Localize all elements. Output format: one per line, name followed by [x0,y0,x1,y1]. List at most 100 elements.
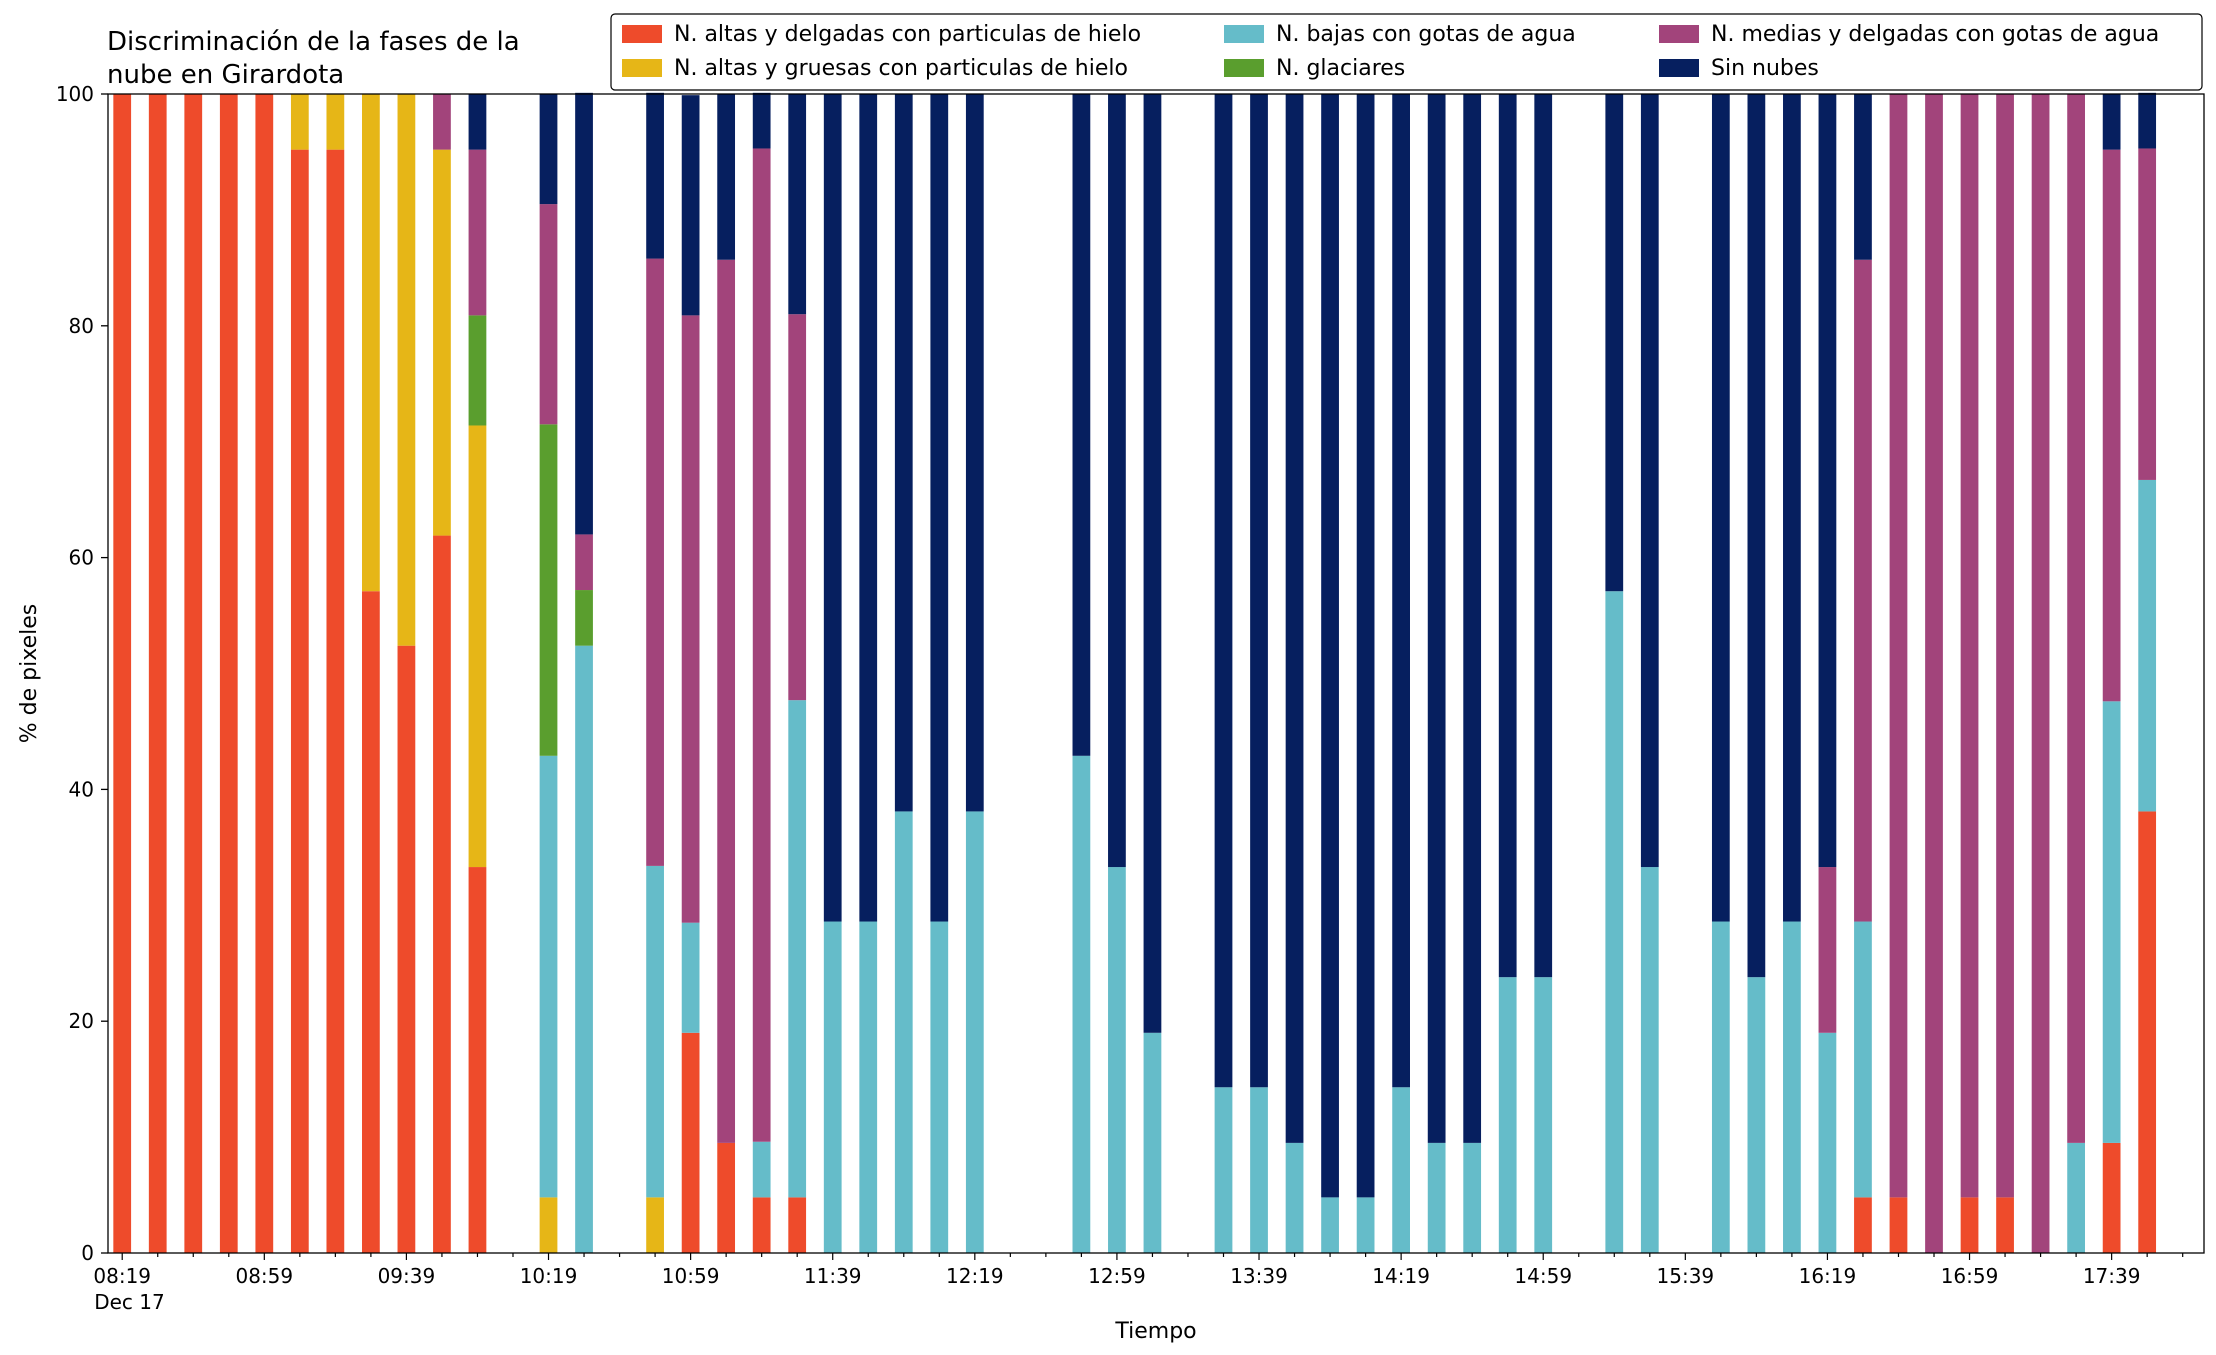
bar-segment-medias-1719 [2031,94,2050,1253]
bar-segment-altas_delgadas-1659 [1960,1197,1979,1253]
bar-segment-bajas-1429 [1427,1142,1446,1253]
bar-segment-bajas-1149 [859,921,878,1253]
y-tick-label: 80 [69,314,94,338]
bar-segment-sin_nubes-1609 [1783,94,1801,922]
x-tick-label: 08:19 [93,1264,151,1288]
bar-segment-bajas-1459 [1534,977,1553,1253]
bar-segment-bajas-1449 [1498,977,1517,1253]
bar-segment-medias-1049 [646,258,664,866]
x-tick-label: 11:39 [804,1264,862,1288]
bar-segment-sin_nubes-1149 [859,94,878,922]
bar-segment-bajas-1129 [788,700,807,1198]
bar-segment-sin_nubes-1409 [1356,94,1375,1198]
bar-segment-sin_nubes-1529 [1640,94,1659,868]
bar-segment-bajas-1029 [575,645,593,1253]
bar-segment-bajas-1439 [1463,1142,1482,1253]
bar-segment-medias-1749 [2138,148,2157,480]
bar-segment-bajas-1739 [2102,701,2121,1143]
bar-segment-bajas-1619 [1818,1032,1837,1253]
bar-segment-bajas-1749 [2138,479,2157,812]
bar-segment-altas_delgadas-0839 [184,94,203,1253]
bar-segment-sin_nubes-1029 [575,92,593,535]
x-tick-label: 09:39 [378,1264,436,1288]
bar-segment-sin_nubes-1749 [2138,92,2157,149]
bar-segment-bajas-1059 [681,922,700,1033]
legend-swatch [1659,25,1699,43]
bar-segment-sin_nubes-1139 [823,94,842,922]
x-tick-label: 10:19 [520,1264,578,1288]
bar-segment-bajas-1159 [894,811,913,1253]
bar-segment-altas_delgadas-0829 [148,94,167,1253]
bar-segment-bajas-1329 [1214,1087,1233,1253]
x-tick-label: 12:59 [1088,1264,1146,1288]
bar-segment-sin_nubes-1549 [1711,94,1730,922]
bar-segment-bajas-1119 [752,1141,771,1198]
bar-segment-sin_nubes-1619 [1818,94,1837,868]
bar-segment-glaciares-1019 [539,424,558,756]
bar-segment-medias-1709 [1996,94,2014,1198]
y-axis: 0 20 40 60 80 100 [56,82,108,1265]
bar-segment-sin_nubes-1629 [1854,94,1872,260]
bar-segment-bajas-1139 [823,921,842,1253]
bar-segment-bajas-1409 [1356,1197,1375,1253]
bar-segment-bajas-1729 [2067,1142,2085,1253]
bar-segment-altas_delgadas-1709 [1996,1197,2014,1253]
bar-segment-bajas-1559 [1747,977,1766,1253]
bar-segment-sin_nubes-1349 [1285,94,1304,1143]
bar-segment-altas_delgadas-0819 [113,94,132,1253]
bar-segment-medias-1649 [1925,94,1943,1253]
bar-segment-bajas-1209 [930,921,949,1253]
bar-segment-altas_delgadas-0919 [326,149,345,1253]
bar-segment-sin_nubes-1259 [1108,94,1126,868]
bar-segment-sin_nubes-1159 [894,94,913,812]
bar-segment-altas_gruesas-0909 [290,94,309,150]
legend-label: N. bajas con gotas de agua [1276,22,1576,47]
y-tick-label: 100 [56,82,94,106]
legend-label: N. glaciares [1276,56,1405,81]
bar-segment-sin_nubes-1129 [788,94,807,315]
bar-segment-bajas-1529 [1640,867,1659,1253]
legend-swatch [622,59,662,77]
bar-segment-medias-0949 [433,94,451,150]
bar-segment-altas_gruesas-0939 [397,94,416,646]
bar-segment-bajas-1339 [1250,1087,1268,1253]
bar-segment-bajas-1259 [1108,867,1126,1253]
bar-segment-sin_nubes-1429 [1427,94,1446,1143]
bar-segment-altas_gruesas-0949 [433,149,451,536]
y-tick-label: 60 [69,546,94,570]
bar-segment-glaciares-0959 [468,315,487,426]
bar-segment-altas_delgadas-0939 [397,645,416,1253]
bar-segment-glaciares-1029 [575,590,593,646]
bar-segment-altas_delgadas-0909 [290,149,309,1253]
legend-swatch [1659,59,1699,77]
bar-segment-altas_gruesas-0959 [468,425,487,868]
y-axis-label: % de pixeles [17,604,42,743]
bar-segment-sin_nubes-0959 [468,94,487,150]
bar-segment-bajas-1519 [1605,591,1624,1253]
bar-segment-bajas-1049 [646,865,664,1198]
x-tick-label: 14:59 [1514,1264,1572,1288]
chart-title-line-1: Discriminación de la fases de la [107,27,520,57]
legend-swatch [1224,59,1264,77]
bar-segment-sin_nubes-1049 [646,92,664,259]
bar-segment-sin_nubes-1359 [1321,94,1339,1198]
bar-segment-medias-1029 [575,534,593,591]
bar-segment-sin_nubes-1339 [1250,94,1268,1088]
bar-segment-altas_gruesas-1019 [539,1197,558,1253]
x-tick-label: 10:59 [662,1264,720,1288]
bar-segment-medias-1729 [2067,94,2085,1143]
bar-segment-sin_nubes-1019 [539,94,558,205]
legend-label: N. altas y delgadas con particulas de hi… [674,22,1141,47]
bar-segment-sin_nubes-1209 [930,94,949,922]
bar-segment-altas_delgadas-0859 [255,94,274,1253]
bar-segment-sin_nubes-1109 [717,94,736,260]
legend-swatch [1224,25,1264,43]
y-tick-label: 0 [81,1241,94,1265]
bar-segment-altas_gruesas-1049 [646,1197,664,1253]
bar-segment-altas_delgadas-1749 [2138,811,2157,1253]
bars-group [113,92,2157,1253]
legend-swatch [622,25,662,43]
plot-frame [107,93,2205,1254]
x-tick-label: 08:59 [235,1264,293,1288]
legend-label: Sin nubes [1711,56,1819,81]
